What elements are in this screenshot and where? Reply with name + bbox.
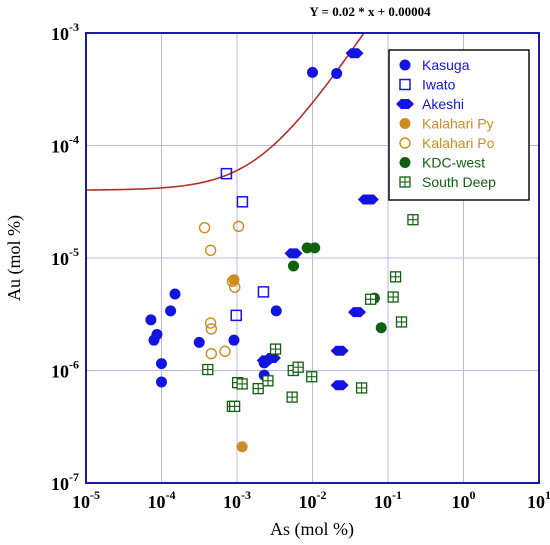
- data-point: [262, 375, 274, 387]
- data-point: [331, 67, 343, 79]
- x-tick-label: 10-2: [299, 488, 327, 512]
- x-tick-label: 10-1: [374, 488, 402, 512]
- x-tick-label: 100: [452, 488, 476, 512]
- x-tick-label: 10-5: [72, 488, 100, 512]
- legend-label: Kasuga: [422, 57, 470, 73]
- legend-label: South Deep: [422, 174, 496, 190]
- legend-marker: [399, 137, 411, 149]
- data-point: [198, 221, 211, 234]
- data-point: [301, 242, 313, 254]
- data-point: [156, 358, 167, 370]
- legend-marker: [399, 176, 411, 188]
- data-point: [228, 400, 241, 413]
- y-tick-label: 10-3: [51, 20, 79, 44]
- x-tick-label: 10-3: [223, 488, 251, 512]
- data-point: [204, 244, 217, 257]
- legend-marker: [399, 118, 411, 129]
- y-tick-label: 10-7: [51, 470, 79, 494]
- data-point: [387, 291, 399, 303]
- legend-marker: [399, 157, 411, 168]
- data-point: [330, 345, 349, 356]
- legend-box: [388, 49, 530, 201]
- data-point: [202, 363, 214, 376]
- data-point: [156, 376, 167, 388]
- legend-marker: [399, 59, 411, 71]
- data-point: [292, 361, 304, 373]
- y-tick-label: 10-6: [51, 358, 79, 382]
- legend-label: Kalahari Po: [422, 135, 495, 151]
- x-tick-label: 10-4: [148, 488, 176, 512]
- x-axis-label: As (mol %): [270, 519, 354, 540]
- legend-label: Kalahari Py: [422, 116, 494, 132]
- data-point: [205, 348, 218, 360]
- data-point: [236, 196, 249, 208]
- data-point: [226, 275, 239, 288]
- data-point: [284, 248, 303, 259]
- data-point: [230, 309, 242, 322]
- tick-labels: 10-5 10-4 10-3 10-2 10-1 100 101 10-7 10-6 10-5 10…: [51, 20, 550, 512]
- y-tick-label: 10-4: [51, 133, 79, 157]
- data-point: [287, 260, 299, 272]
- data-point: [364, 293, 377, 305]
- plot-frame: [85, 32, 540, 484]
- data-point: [307, 66, 318, 78]
- data-point: [345, 48, 364, 59]
- data-point: [257, 286, 270, 298]
- data-point: [375, 322, 387, 334]
- data-point: [360, 194, 379, 205]
- data-point: [229, 281, 241, 293]
- data-point: [236, 378, 248, 390]
- data-point: [348, 307, 367, 318]
- points-layer: [145, 48, 419, 453]
- data-point: [151, 328, 163, 340]
- data-point: [165, 305, 177, 317]
- data-point: [145, 314, 157, 326]
- y-tick-label: 10-5: [51, 245, 79, 269]
- legend-label: Iwato: [422, 77, 456, 93]
- data-point: [330, 380, 349, 391]
- data-point: [236, 441, 248, 453]
- fit-line: [86, 33, 365, 191]
- data-point: [169, 288, 181, 300]
- data-point: [204, 317, 217, 329]
- data-point: [252, 382, 264, 395]
- data-point: [193, 336, 205, 348]
- equation-label: Y = 0.02 * x + 0.00004: [309, 4, 431, 19]
- data-point: [220, 167, 233, 180]
- data-point: [232, 220, 245, 233]
- data-point: [355, 382, 368, 394]
- data-point: [286, 391, 298, 403]
- data-point: [205, 323, 218, 335]
- legend-label: KDC-west: [422, 155, 485, 171]
- legend-marker: [396, 99, 414, 109]
- data-point: [262, 353, 281, 364]
- data-point: [270, 305, 282, 317]
- data-point: [306, 371, 318, 383]
- data-point: [395, 316, 408, 328]
- legend: Kasuga Iwato Akeshi Kalahari Py Kalahari Po K…: [388, 49, 530, 201]
- data-point: [269, 343, 282, 355]
- fit-line-layer: [86, 33, 365, 191]
- data-point: [219, 345, 231, 358]
- data-point: [228, 334, 240, 346]
- y-axis-label: Au (mol %): [4, 215, 25, 301]
- x-tick-label: 101: [527, 488, 550, 512]
- legend-marker: [399, 78, 411, 91]
- data-point: [389, 271, 402, 283]
- data-point: [407, 214, 419, 226]
- data-point: [309, 242, 321, 254]
- legend-label: Akeshi: [422, 96, 464, 112]
